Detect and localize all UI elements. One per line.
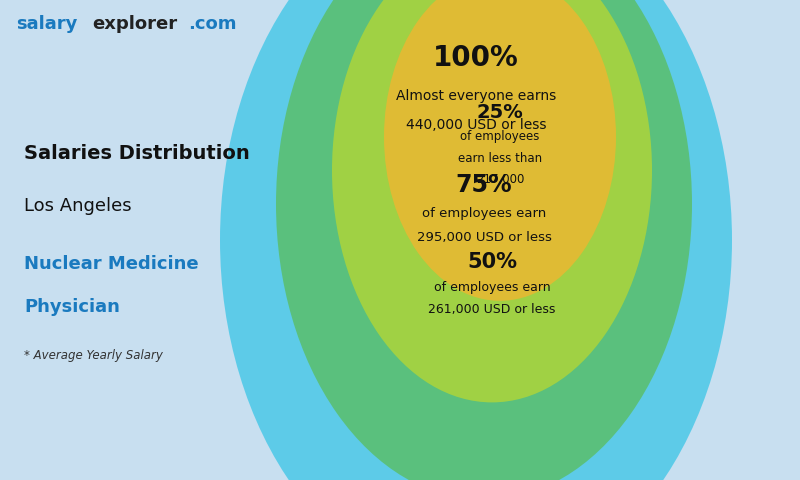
Text: * Average Yearly Salary: * Average Yearly Salary bbox=[24, 348, 163, 362]
Text: Almost everyone earns: Almost everyone earns bbox=[396, 89, 556, 103]
Text: 261,000 USD or less: 261,000 USD or less bbox=[428, 303, 556, 316]
Text: of employees earn: of employees earn bbox=[422, 207, 546, 220]
Text: Los Angeles: Los Angeles bbox=[24, 197, 132, 216]
Text: 100%: 100% bbox=[433, 44, 519, 72]
Text: of employees: of employees bbox=[460, 130, 540, 144]
Text: 217,000: 217,000 bbox=[476, 173, 524, 187]
Ellipse shape bbox=[384, 0, 616, 301]
Ellipse shape bbox=[332, 0, 652, 402]
Text: 75%: 75% bbox=[456, 173, 512, 197]
Text: Nuclear Medicine: Nuclear Medicine bbox=[24, 255, 198, 273]
Text: Physician: Physician bbox=[24, 298, 120, 316]
Text: 295,000 USD or less: 295,000 USD or less bbox=[417, 231, 551, 244]
Ellipse shape bbox=[220, 0, 732, 480]
Text: 50%: 50% bbox=[467, 252, 517, 272]
Text: explorer: explorer bbox=[92, 15, 177, 33]
Text: 440,000 USD or less: 440,000 USD or less bbox=[406, 118, 546, 132]
Text: earn less than: earn less than bbox=[458, 152, 542, 165]
Text: of employees earn: of employees earn bbox=[434, 281, 550, 295]
Text: .com: .com bbox=[188, 15, 237, 33]
Text: 25%: 25% bbox=[477, 103, 523, 122]
Text: Salaries Distribution: Salaries Distribution bbox=[24, 144, 250, 163]
Text: salary: salary bbox=[16, 15, 78, 33]
Ellipse shape bbox=[276, 0, 692, 480]
